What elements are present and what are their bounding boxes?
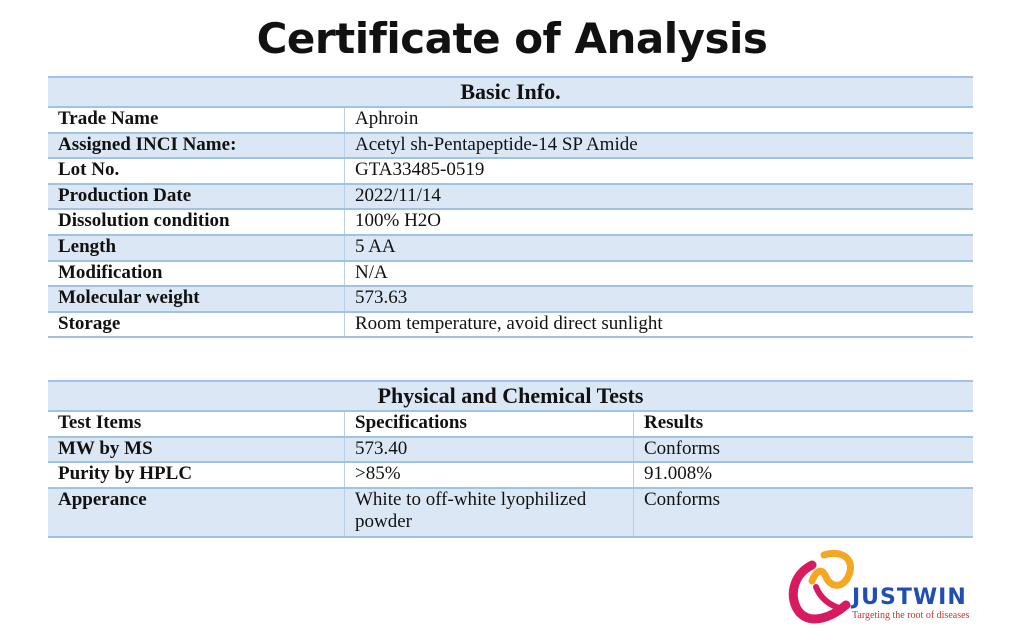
row-label: Modification (48, 260, 345, 288)
table-row: Modification N/A (48, 260, 973, 288)
table-row: Molecular weight 573.63 (48, 286, 973, 313)
table-row: Trade Name Aphroin (48, 107, 973, 134)
table-row: Apperance White to off-white lyophilized… (48, 487, 973, 538)
basic-info-table: Basic Info. Trade Name Aphroin Assigned … (48, 76, 973, 339)
test-item: MW by MS (48, 436, 345, 464)
row-value: 2022/11/14 (344, 183, 973, 211)
row-value: 100% H2O (344, 209, 973, 236)
row-label: Assigned INCI Name: (48, 132, 345, 160)
row-value: Acetyl sh-Pentapeptide-14 SP Amide (344, 132, 973, 160)
table-row: MW by MS 573.40 Conforms (48, 436, 973, 464)
table-row: Lot No. GTA33485-0519 (48, 158, 973, 185)
test-result: 91.008% (633, 462, 973, 489)
row-label: Storage (48, 311, 345, 339)
basic-info-header-row: Basic Info. (48, 76, 973, 108)
test-result: Conforms (633, 487, 973, 538)
page-title: Certificate of Analysis (256, 14, 768, 63)
row-label: Dissolution condition (48, 209, 345, 236)
test-item: Purity by HPLC (48, 462, 345, 489)
test-spec: >85% (344, 462, 634, 489)
tests-header-row: Physical and Chemical Tests (48, 380, 973, 412)
logo-name: JUSTWIN (852, 585, 967, 610)
column-header: Results (633, 411, 973, 438)
row-value: Aphroin (344, 107, 973, 134)
row-value: 573.63 (344, 286, 973, 313)
test-spec: White to off-white lyophilized powder (344, 487, 634, 538)
table-row: Dissolution condition 100% H2O (48, 209, 973, 236)
table-row: Assigned INCI Name: Acetyl sh-Pentapepti… (48, 132, 973, 160)
row-label: Production Date (48, 183, 345, 211)
column-header-row: Test Items Specifications Results (48, 411, 973, 438)
justwin-logo-icon (788, 550, 854, 624)
basic-info-heading: Basic Info. (48, 76, 973, 108)
tests-heading: Physical and Chemical Tests (48, 380, 973, 412)
logo-tagline: Targeting the root of diseases (852, 610, 970, 621)
row-label: Trade Name (48, 107, 345, 134)
row-label: Length (48, 234, 345, 262)
test-spec: 573.40 (344, 436, 634, 464)
table-row: Purity by HPLC >85% 91.008% (48, 462, 973, 489)
column-header: Test Items (48, 411, 345, 438)
column-header: Specifications (344, 411, 634, 438)
tests-table: Physical and Chemical Tests Test Items S… (48, 380, 973, 538)
table-row: Length 5 AA (48, 234, 973, 262)
row-label: Molecular weight (48, 286, 345, 313)
row-value: N/A (344, 260, 973, 288)
test-item: Apperance (48, 487, 345, 538)
row-value: GTA33485-0519 (344, 158, 973, 185)
row-value: Room temperature, avoid direct sunlight (344, 311, 973, 339)
row-label: Lot No. (48, 158, 345, 185)
row-value: 5 AA (344, 234, 973, 262)
test-result: Conforms (633, 436, 973, 464)
table-row: Storage Room temperature, avoid direct s… (48, 311, 973, 339)
table-row: Production Date 2022/11/14 (48, 183, 973, 211)
